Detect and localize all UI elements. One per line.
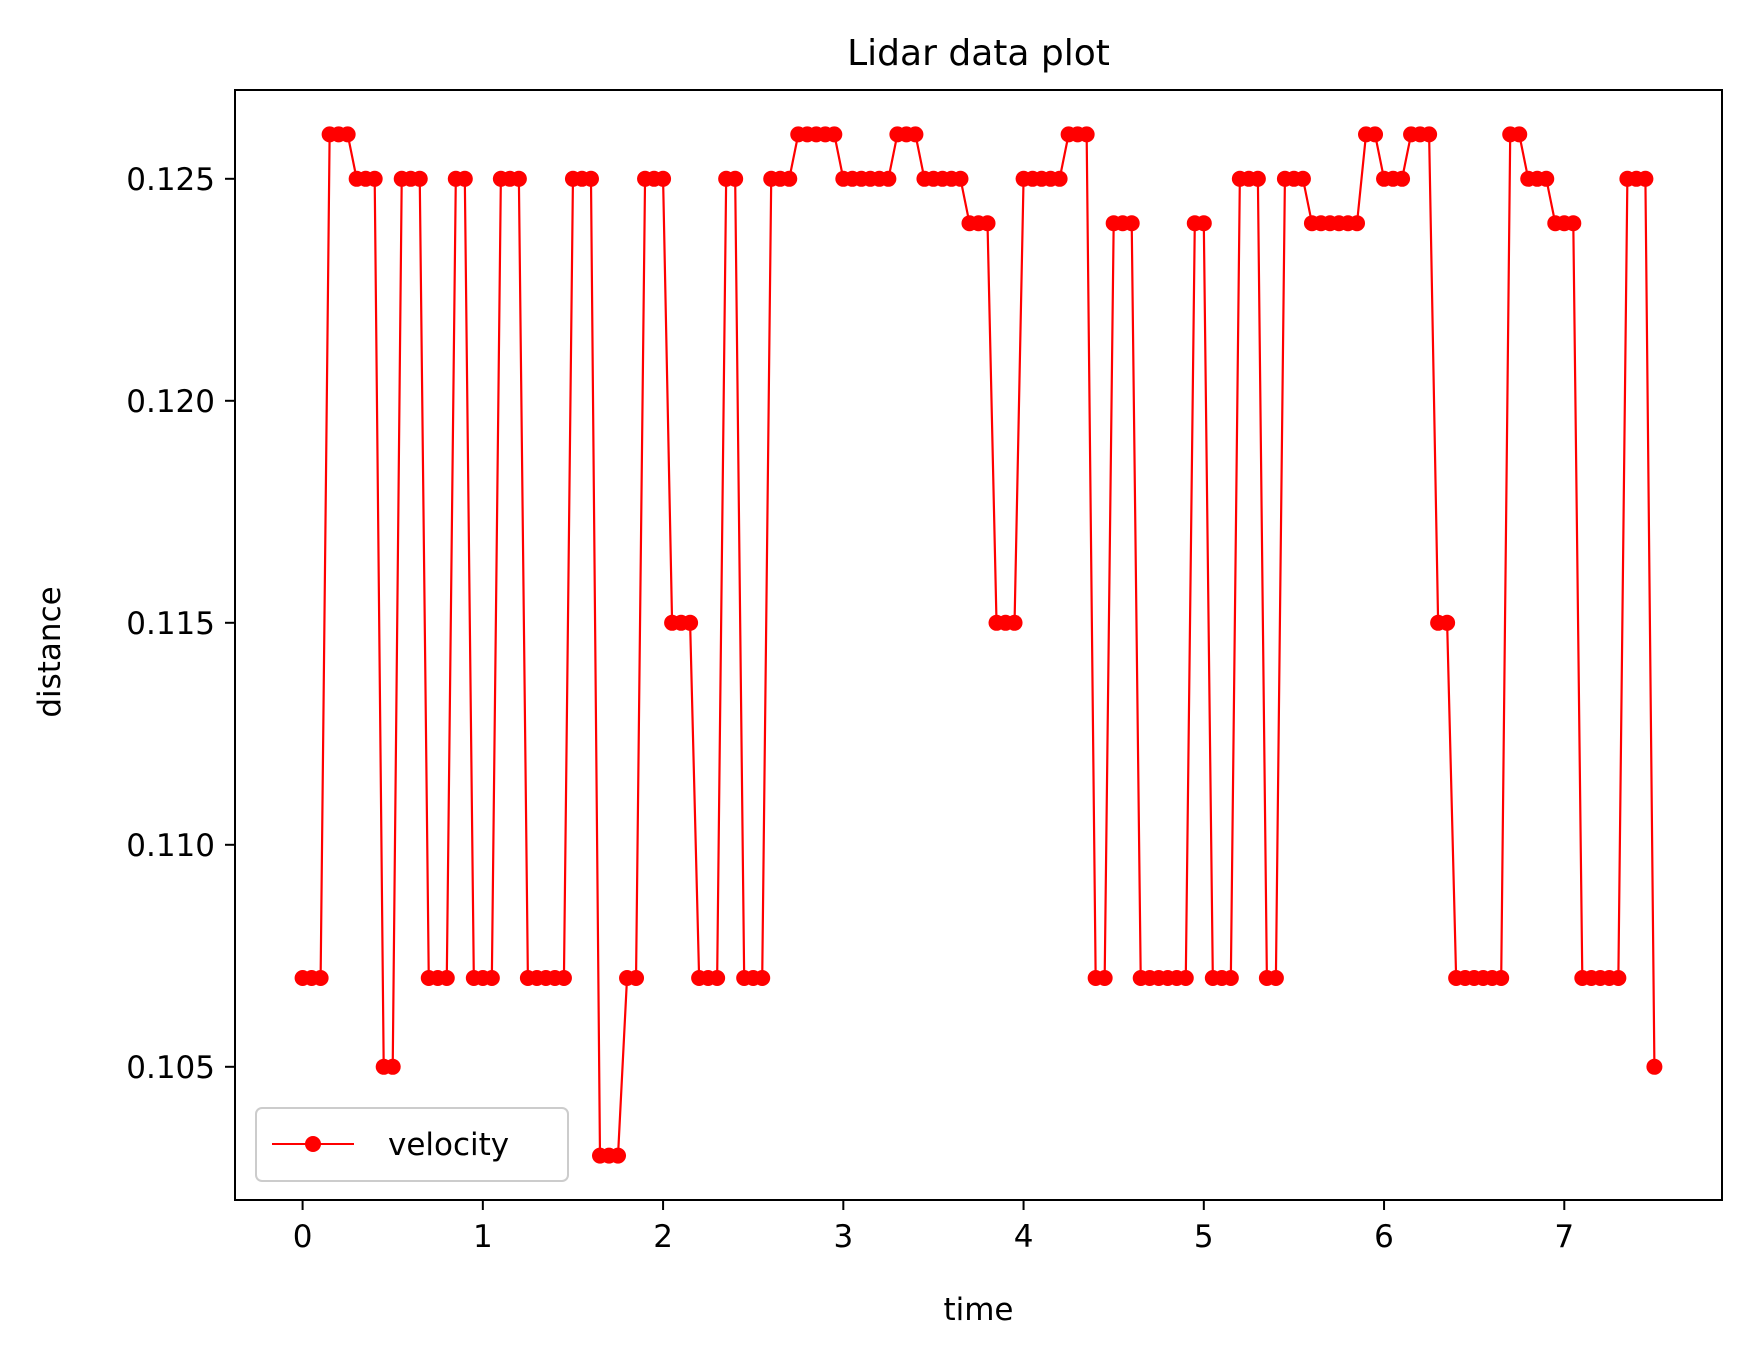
- data-point: [1051, 170, 1068, 187]
- data-point: [1294, 170, 1311, 187]
- axes-frame: [234, 89, 1723, 1201]
- data-point: [709, 970, 726, 986]
- x-tick-label: 3: [833, 1219, 853, 1255]
- data-point: [1637, 170, 1654, 187]
- data-point: [438, 970, 455, 986]
- legend-marker-swatch: [305, 1136, 321, 1152]
- data-point: [1394, 170, 1411, 187]
- data-point: [1349, 215, 1366, 232]
- data-point: [1610, 970, 1627, 986]
- y-tick-label: 0.105: [126, 1050, 215, 1086]
- data-point: [1565, 215, 1582, 232]
- data-point: [456, 170, 473, 187]
- data-point: [1249, 170, 1266, 187]
- y-tick-label: 0.115: [126, 606, 215, 642]
- data-point: [1421, 126, 1438, 143]
- data-point: [1267, 970, 1284, 986]
- data-point: [411, 170, 428, 187]
- x-axis-ticks: 0 1 2 3 4 5 6 7: [293, 1200, 1574, 1255]
- data-point: [1123, 215, 1140, 232]
- data-point: [366, 170, 383, 187]
- data-point: [312, 970, 329, 986]
- x-tick-label: 4: [1014, 1219, 1034, 1255]
- data-point: [384, 1058, 401, 1075]
- data-point: [781, 170, 798, 187]
- data-point: [610, 1147, 627, 1164]
- x-tick-label: 6: [1374, 1219, 1394, 1255]
- data-point: [555, 970, 572, 986]
- data-point: [754, 970, 771, 986]
- legend: velocity: [255, 1107, 569, 1182]
- x-tick-label: 2: [653, 1219, 673, 1255]
- data-point: [1538, 170, 1555, 187]
- data-point: [880, 170, 897, 187]
- data-point: [979, 215, 996, 232]
- y-axis-ticks: 0.105 0.110 0.115 0.120 0.125: [126, 162, 235, 1086]
- data-point: [1177, 970, 1194, 986]
- data-point: [655, 170, 672, 187]
- y-tick-label: 0.120: [126, 384, 215, 420]
- data-point: [1222, 970, 1239, 986]
- data-point: [510, 170, 527, 187]
- x-axis-label: time: [943, 1292, 1013, 1328]
- data-point: [1096, 970, 1113, 986]
- legend-box: [255, 1107, 569, 1182]
- data-point: [628, 970, 645, 986]
- data-point: [826, 126, 843, 143]
- data-point: [727, 170, 744, 187]
- data-point: [1195, 215, 1212, 232]
- data-point: [339, 126, 356, 143]
- data-point: [907, 126, 924, 143]
- data-point: [1367, 126, 1384, 143]
- data-point: [1493, 970, 1510, 986]
- data-point: [483, 970, 500, 986]
- data-point: [1646, 1058, 1663, 1075]
- x-tick-label: 5: [1194, 1219, 1214, 1255]
- data-point: [952, 170, 969, 187]
- data-point: [582, 170, 599, 187]
- chart-title: Lidar data plot: [847, 33, 1110, 74]
- data-point: [1006, 614, 1023, 631]
- y-tick-label: 0.110: [126, 828, 215, 864]
- legend-label-velocity: velocity: [388, 1127, 509, 1163]
- x-tick-label: 1: [473, 1219, 493, 1255]
- x-tick-label: 0: [293, 1219, 313, 1255]
- data-point: [1511, 126, 1528, 143]
- y-axis-label: distance: [32, 586, 68, 717]
- y-tick-label: 0.125: [126, 162, 215, 198]
- data-point: [1439, 614, 1456, 631]
- data-point: [1078, 126, 1095, 143]
- data-point: [682, 614, 699, 631]
- x-tick-label: 7: [1554, 1219, 1574, 1255]
- series-line-group: [294, 126, 1663, 1164]
